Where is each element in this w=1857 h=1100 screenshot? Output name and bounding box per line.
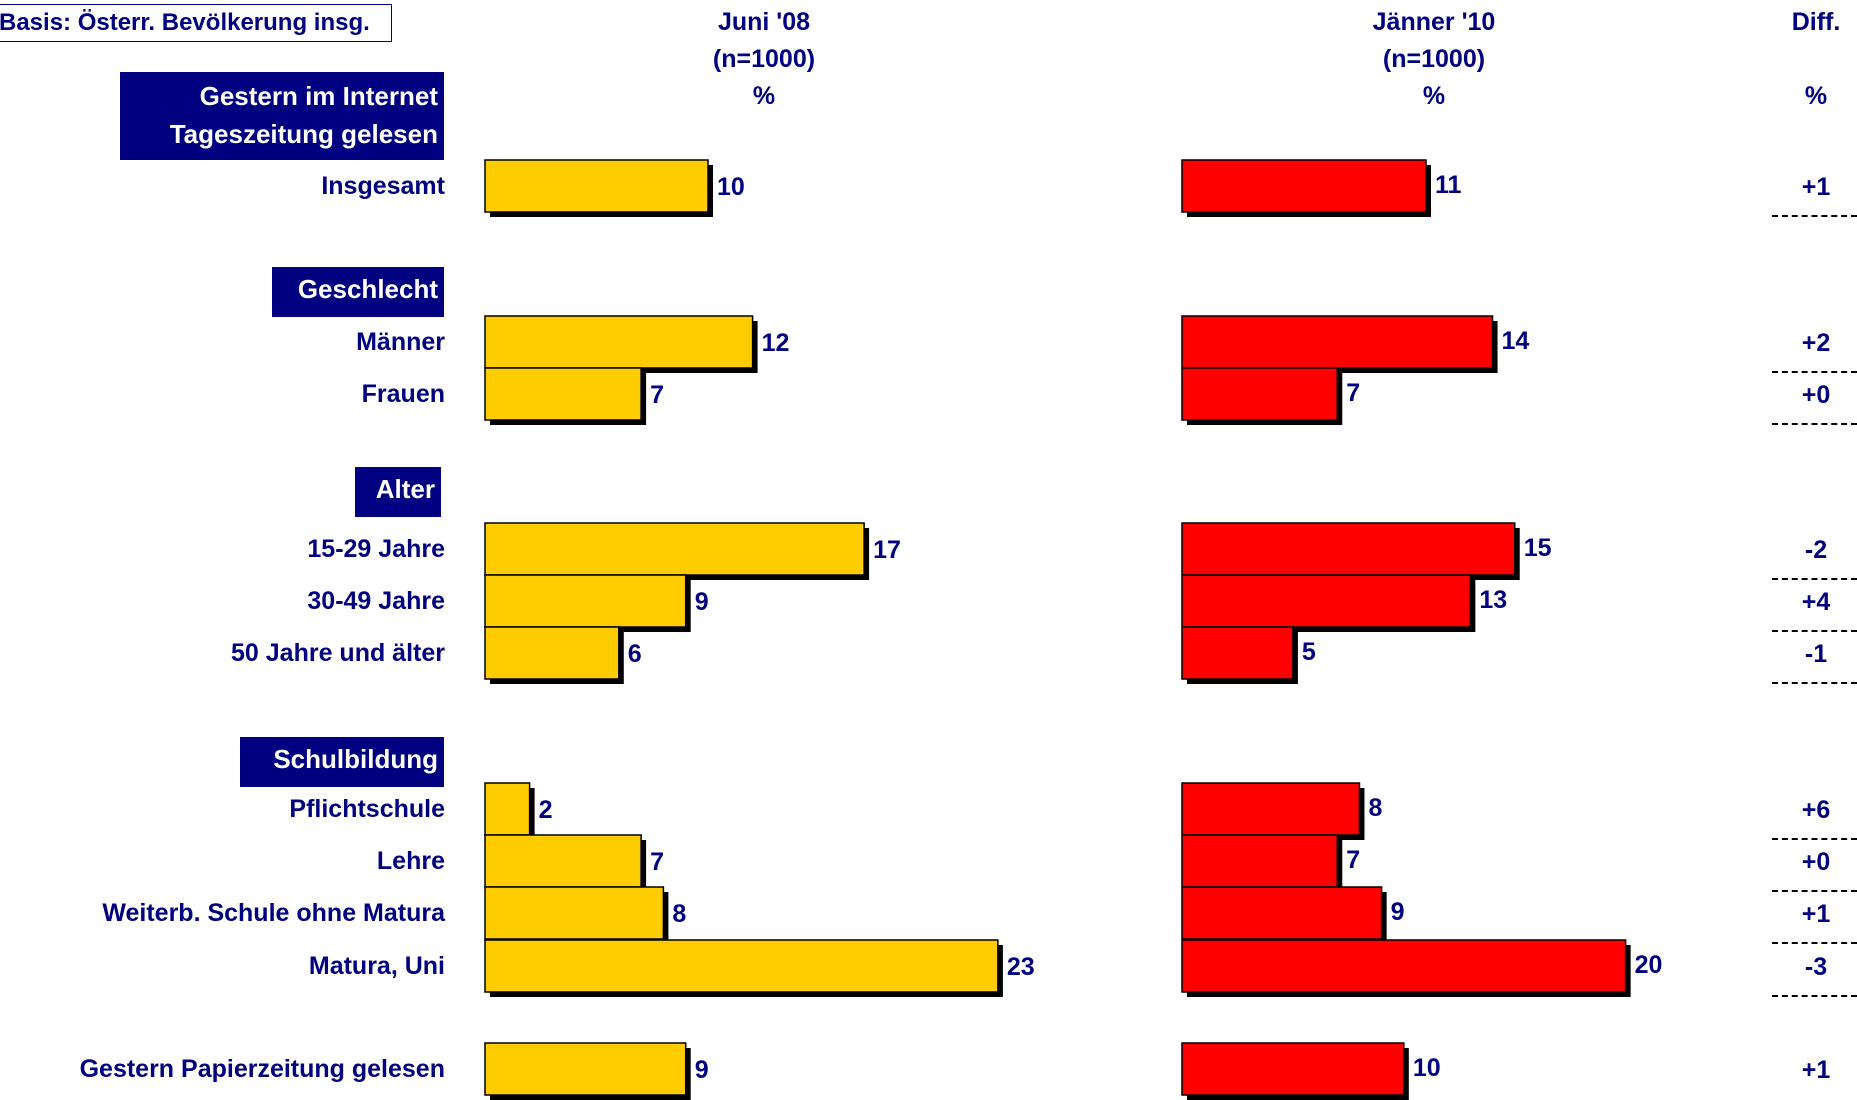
bar-jaenner-10-pflichtschule bbox=[1181, 782, 1361, 836]
diff-separator-lehre bbox=[1772, 890, 1857, 892]
section-title-geschlecht: Geschlecht bbox=[272, 267, 444, 317]
row-label-50-jahre-und-lter: 50 Jahre und älter bbox=[231, 639, 445, 667]
bar-jaenner-10-50-jahre-und-lter bbox=[1181, 626, 1294, 680]
diff-value-matura-uni: -3 bbox=[1804, 953, 1828, 981]
section-title-internet-line1: Gestern im Internet bbox=[199, 81, 438, 111]
value-label-jaenner-10-insgesamt: 11 bbox=[1435, 171, 1462, 199]
bar-jaenner-10-30-49-jahre bbox=[1181, 574, 1472, 628]
bar-juni-08-pflichtschule bbox=[484, 782, 531, 836]
bar-jaenner-10-15-29-jahre bbox=[1181, 522, 1516, 576]
bar-juni-08-50-jahre-und-lter bbox=[484, 626, 620, 680]
row-label-frauen: Frauen bbox=[361, 380, 445, 408]
value-label-juni-08-matura-uni: 23 bbox=[1007, 953, 1035, 981]
bar-juni-08-frauen bbox=[484, 367, 642, 421]
diff-separator-frauen bbox=[1772, 423, 1857, 425]
diff-value-weiterb-schule-ohne-matura: +1 bbox=[1801, 900, 1831, 928]
value-label-jaenner-10-m-nner: 14 bbox=[1502, 327, 1530, 355]
value-label-juni-08-m-nner: 12 bbox=[762, 329, 790, 357]
bar-juni-08-matura-uni bbox=[484, 939, 999, 993]
row-label-pflichtschule: Pflichtschule bbox=[289, 795, 445, 823]
column-header-diff-unit: % bbox=[1804, 82, 1828, 110]
bar-jaenner-10-weiterb-schule-ohne-matura bbox=[1181, 886, 1383, 940]
diff-value-pflichtschule: +6 bbox=[1801, 796, 1831, 824]
value-label-jaenner-10-frauen: 7 bbox=[1346, 379, 1360, 407]
column-header-jaenner-10-unit: % bbox=[1422, 82, 1446, 110]
column-header-juni-08: Juni '08 (n=1000) % bbox=[634, 4, 894, 115]
diff-separator-m-nner bbox=[1772, 371, 1857, 373]
section-title-alter: Alter bbox=[355, 467, 441, 517]
row-label-30-49-jahre: 30-49 Jahre bbox=[307, 587, 445, 615]
value-label-jaenner-10-15-29-jahre: 15 bbox=[1524, 534, 1552, 562]
bar-juni-08-weiterb-schule-ohne-matura bbox=[484, 886, 665, 940]
basis-label: Basis: Österr. Bevölkerung insg. bbox=[0, 4, 392, 42]
bar-juni-08-gestern-papierzeitung-gelesen bbox=[484, 1042, 687, 1096]
section-title-schulbildung-text: Schulbildung bbox=[273, 744, 438, 774]
value-label-juni-08-weiterb-schule-ohne-matura: 8 bbox=[672, 900, 686, 928]
bar-jaenner-10-insgesamt bbox=[1181, 159, 1427, 213]
value-label-jaenner-10-50-jahre-und-lter: 5 bbox=[1302, 638, 1316, 666]
diff-value-frauen: +0 bbox=[1801, 381, 1831, 409]
value-label-juni-08-pflichtschule: 2 bbox=[539, 796, 553, 824]
section-title-schulbildung: Schulbildung bbox=[240, 737, 444, 787]
row-label-15-29-jahre: 15-29 Jahre bbox=[307, 535, 445, 563]
bar-jaenner-10-lehre bbox=[1181, 834, 1339, 888]
row-label-weiterb-schule-ohne-matura: Weiterb. Schule ohne Matura bbox=[102, 899, 445, 927]
row-label-m-nner: Männer bbox=[356, 328, 445, 356]
bar-juni-08-lehre bbox=[484, 834, 642, 888]
diff-value-15-29-jahre: -2 bbox=[1804, 536, 1828, 564]
diff-separator-weiterb-schule-ohne-matura bbox=[1772, 942, 1857, 944]
bar-juni-08-insgesamt bbox=[484, 159, 709, 213]
bar-juni-08-m-nner bbox=[484, 315, 754, 369]
column-header-jaenner-10-title: Jänner '10 bbox=[1372, 8, 1496, 36]
column-header-jaenner-10-n: (n=1000) bbox=[1382, 45, 1486, 73]
column-header-diff-title: Diff. bbox=[1791, 8, 1841, 36]
row-label-matura-uni: Matura, Uni bbox=[308, 952, 445, 980]
diff-value-50-jahre-und-lter: -1 bbox=[1804, 640, 1828, 668]
value-label-jaenner-10-weiterb-schule-ohne-matura: 9 bbox=[1391, 898, 1405, 926]
diff-separator-50-jahre-und-lter bbox=[1772, 682, 1857, 684]
column-header-diff: Diff. % bbox=[1756, 4, 1857, 115]
bar-juni-08-15-29-jahre bbox=[484, 522, 865, 576]
value-label-juni-08-lehre: 7 bbox=[650, 848, 664, 876]
bar-juni-08-30-49-jahre bbox=[484, 574, 687, 628]
bar-jaenner-10-gestern-papierzeitung-gelesen bbox=[1181, 1042, 1405, 1096]
value-label-juni-08-30-49-jahre: 9 bbox=[695, 588, 709, 616]
value-label-jaenner-10-matura-uni: 20 bbox=[1635, 951, 1663, 979]
column-header-juni-08-n: (n=1000) bbox=[712, 45, 816, 73]
column-header-jaenner-10: Jänner '10 (n=1000) % bbox=[1304, 4, 1564, 115]
diff-separator-matura-uni bbox=[1772, 995, 1857, 997]
value-label-juni-08-50-jahre-und-lter: 6 bbox=[628, 640, 642, 668]
diff-separator-pflichtschule bbox=[1772, 838, 1857, 840]
bar-jaenner-10-m-nner bbox=[1181, 315, 1494, 369]
section-title-geschlecht-text: Geschlecht bbox=[297, 274, 438, 304]
diff-separator-30-49-jahre bbox=[1772, 630, 1857, 632]
section-title-alter-text: Alter bbox=[375, 474, 435, 504]
column-header-juni-08-unit: % bbox=[752, 82, 776, 110]
value-label-jaenner-10-gestern-papierzeitung-gelesen: 10 bbox=[1413, 1054, 1441, 1082]
diff-value-30-49-jahre: +4 bbox=[1801, 588, 1831, 616]
diff-value-insgesamt: +1 bbox=[1801, 173, 1831, 201]
section-title-internet: Gestern im Internet Tageszeitung gelesen bbox=[120, 72, 444, 160]
value-label-juni-08-frauen: 7 bbox=[650, 381, 664, 409]
value-label-juni-08-insgesamt: 10 bbox=[717, 173, 745, 201]
diff-value-gestern-papierzeitung-gelesen: +1 bbox=[1801, 1056, 1831, 1084]
bar-jaenner-10-frauen bbox=[1181, 367, 1339, 421]
diff-value-m-nner: +2 bbox=[1801, 329, 1831, 357]
value-label-juni-08-gestern-papierzeitung-gelesen: 9 bbox=[695, 1056, 709, 1084]
diff-value-lehre: +0 bbox=[1801, 848, 1831, 876]
row-label-insgesamt: Insgesamt bbox=[321, 172, 445, 200]
value-label-jaenner-10-30-49-jahre: 13 bbox=[1479, 586, 1507, 614]
row-label-lehre: Lehre bbox=[376, 847, 445, 875]
row-label-gestern-papierzeitung-gelesen: Gestern Papierzeitung gelesen bbox=[79, 1055, 445, 1083]
diff-separator-insgesamt bbox=[1772, 215, 1857, 217]
value-label-juni-08-15-29-jahre: 17 bbox=[873, 536, 901, 564]
value-label-jaenner-10-pflichtschule: 8 bbox=[1368, 794, 1382, 822]
column-header-juni-08-title: Juni '08 bbox=[717, 8, 811, 36]
bar-jaenner-10-matura-uni bbox=[1181, 939, 1627, 993]
section-title-internet-line2: Tageszeitung gelesen bbox=[169, 119, 438, 149]
value-label-jaenner-10-lehre: 7 bbox=[1346, 846, 1360, 874]
diff-separator-15-29-jahre bbox=[1772, 578, 1857, 580]
